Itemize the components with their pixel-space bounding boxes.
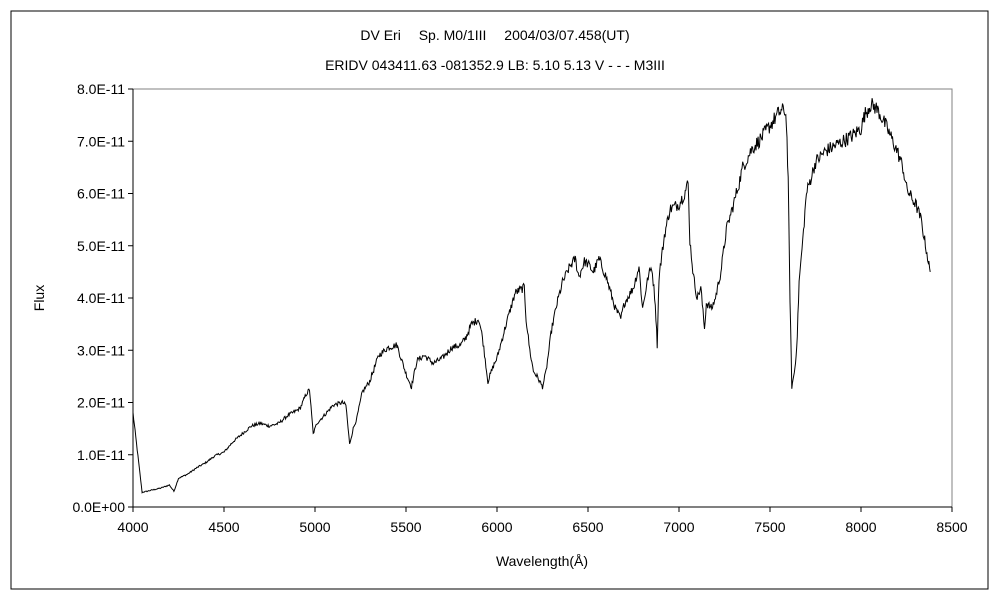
x-tick-label: 7000 [663,519,694,535]
y-axis: 0.0E+00 1.0E-11 2.0E-11 3.0E-11 4.0E-11 5.0E-… [72,81,133,515]
y-axis-label: Flux [31,285,47,311]
x-tick-label: 4500 [208,519,239,535]
y-tick-label: 0.0E+00 [72,499,125,515]
y-tick-label: 8.0E-11 [77,81,125,97]
chart-title: DV Eri Sp. M0/1III 2004/03/07.458(UT) [360,27,629,43]
chart-subtitle: ERIDV 043411.63 -081352.9 LB: 5.10 5.13 … [325,57,665,73]
x-tick-label: 5000 [299,519,330,535]
y-tick-label: 7.0E-11 [77,133,125,149]
x-tick-label: 7500 [754,519,785,535]
x-axis: 4000 4500 5000 5500 6000 6500 7000 7500 8000 8500 [117,507,968,535]
y-tick-label: 5.0E-11 [77,238,125,254]
x-tick-label: 6000 [481,519,512,535]
x-tick-label: 4000 [117,519,148,535]
y-tick-label: 3.0E-11 [77,342,125,358]
y-tick-label: 2.0E-11 [77,395,125,411]
y-tick-label: 6.0E-11 [77,186,125,202]
x-tick-label: 5500 [390,519,421,535]
flux-spectrum-line [132,98,931,494]
x-tick-label: 6500 [572,519,603,535]
x-tick-label: 8500 [936,519,967,535]
x-axis-label: Wavelength(Å) [496,553,588,569]
y-tick-label: 4.0E-11 [77,290,125,306]
x-tick-label: 8000 [845,519,876,535]
y-tick-label: 1.0E-11 [77,447,125,463]
plot-area [132,88,953,508]
